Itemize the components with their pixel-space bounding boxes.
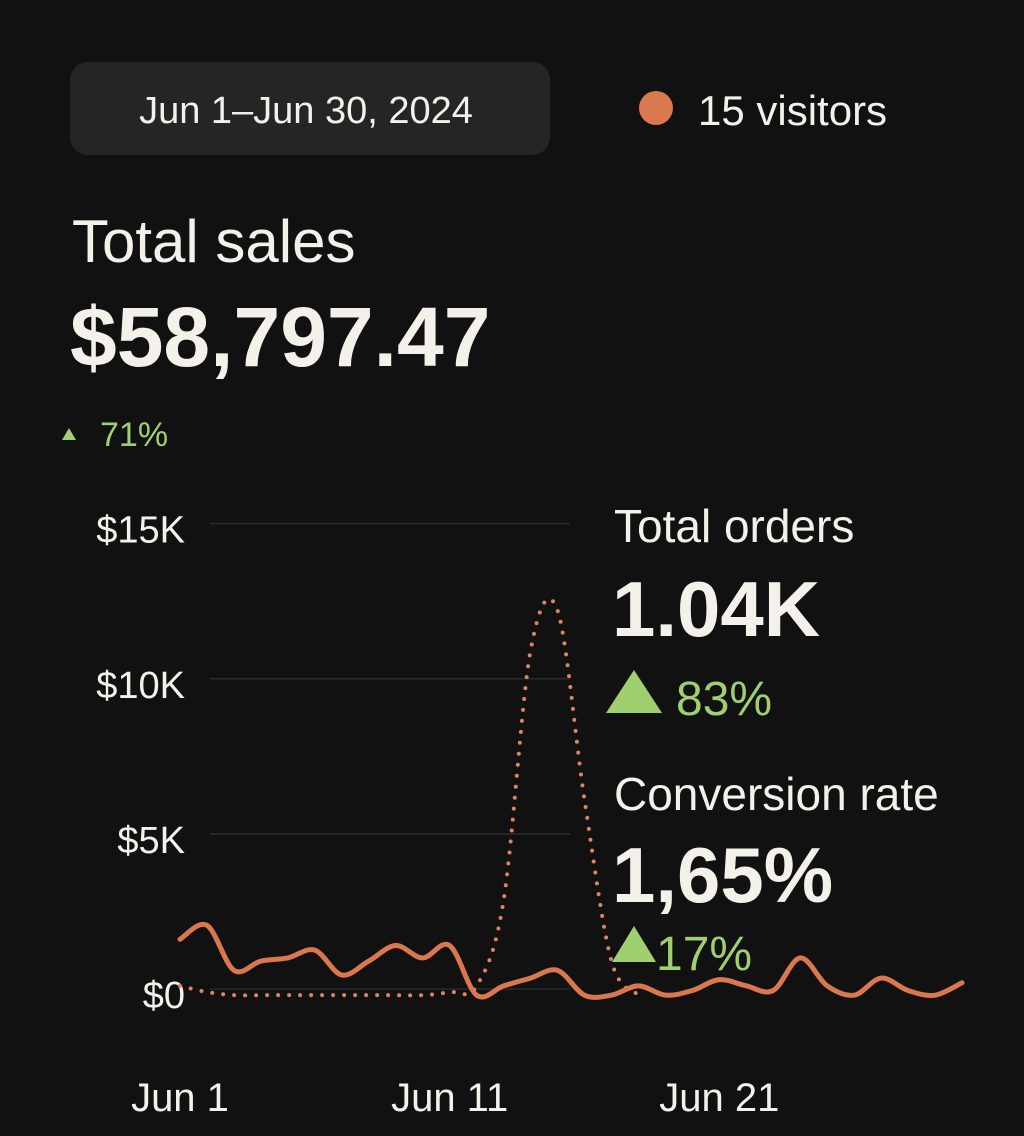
y-tick-label: $15K: [96, 510, 185, 552]
metric-change: 83%: [676, 673, 772, 726]
x-tick-label: Jun 21: [659, 1076, 779, 1120]
sales-line: [177, 921, 965, 1000]
y-tick-label: $5K: [117, 820, 185, 862]
visitors: 15 visitors: [698, 87, 887, 134]
up-arrow: [62, 428, 76, 440]
sales-line: [178, 596, 641, 998]
metric-label: Total sales: [72, 208, 355, 275]
metric-value: 1.04K: [612, 565, 820, 653]
x-tick-label: Jun 11: [391, 1076, 508, 1120]
y-tick-label: $10K: [96, 665, 185, 707]
metric-value: $58,797.47: [70, 290, 490, 384]
y-tick-label: $0: [143, 975, 185, 1017]
date-range: Jun 1–Jun 30, 2024: [139, 90, 473, 132]
metric-change: 71%: [100, 416, 168, 454]
metric-value: 1,65%: [612, 831, 833, 919]
metric-label: Total orders: [614, 500, 854, 552]
metric-label: Conversion rate: [614, 768, 939, 820]
up-arrow: [612, 926, 656, 962]
up-arrow: [606, 670, 662, 713]
sales-chart: $0 $5K $10K $15K Jun 1 Jun 11 Jun 21: [96, 510, 965, 1120]
metric-change: 17%: [656, 928, 752, 981]
date-range-pill[interactable]: [70, 62, 550, 155]
visitors-dot: [639, 91, 673, 125]
x-tick-label: Jun 1: [131, 1076, 229, 1120]
